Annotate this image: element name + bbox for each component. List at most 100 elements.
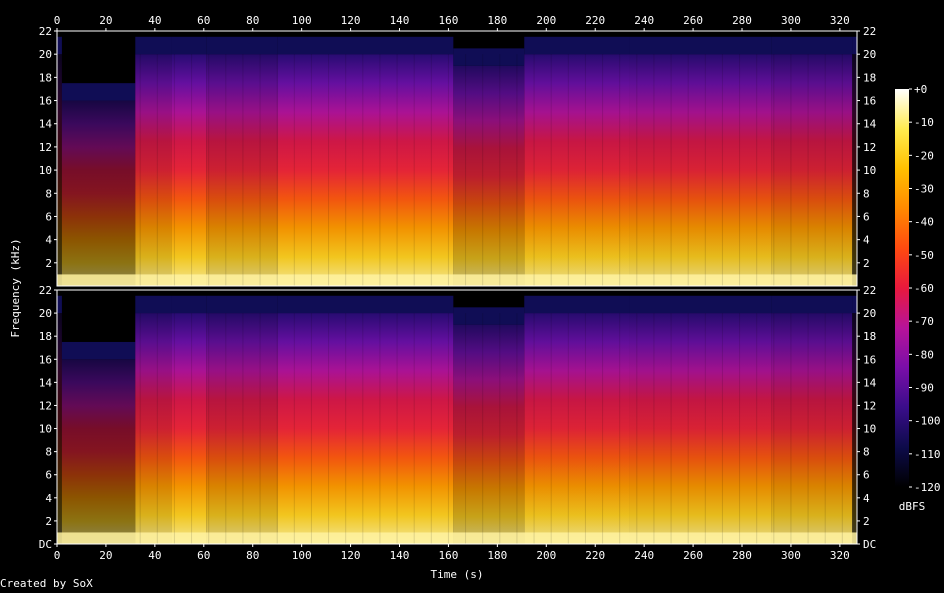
x-tick-label: 20	[99, 549, 112, 562]
y-tick-label: 10	[39, 423, 52, 436]
y-tick-label: 18	[863, 330, 876, 343]
spectrum-segment	[57, 313, 62, 544]
colorbar-tick-label: -60	[914, 282, 934, 295]
x-tick-label: 280	[732, 549, 752, 562]
y-tick-label: 12	[39, 141, 52, 154]
spectrum-segment	[629, 54, 772, 286]
y-tick-label: 2	[863, 257, 870, 270]
x-tick-label: 120	[341, 549, 361, 562]
y-tick-label: 2	[45, 257, 52, 270]
spectrum-fringe	[61, 341, 136, 360]
spectrum-fringe	[57, 36, 62, 55]
spectrum-segment	[206, 313, 278, 544]
y-tick-label: 8	[45, 446, 52, 459]
spectrum-segment	[57, 54, 62, 286]
spectrum-fringe	[135, 295, 172, 314]
x-tick-label: 300	[781, 14, 801, 27]
x-tick-label: 220	[585, 14, 605, 27]
x-tick-label: 40	[148, 14, 161, 27]
x-tick-label: 60	[197, 14, 210, 27]
spectrum-fringe	[771, 36, 853, 55]
colorbar-tick-label: -100	[914, 415, 941, 428]
y-tick-label: 16	[39, 353, 52, 366]
x-tick-label: 40	[148, 549, 161, 562]
panel-frame	[56, 30, 858, 287]
y-tick-label: 2	[45, 515, 52, 528]
spectrum-segment	[771, 313, 853, 544]
y-tick-label: 18	[863, 71, 876, 84]
y-tick-label: 8	[863, 446, 870, 459]
spectrum-fringe	[61, 83, 136, 101]
channel-1-panel	[56, 30, 858, 287]
y-tick-label: DC	[863, 538, 876, 551]
y-axis-label: Frequency (kHz)	[9, 238, 22, 337]
colorbar-tick-label: -80	[914, 348, 934, 361]
y-tick-label: 20	[863, 48, 876, 61]
spectrum-fringe	[171, 36, 207, 55]
x-tick-label: 160	[438, 14, 458, 27]
y-tick-label: 10	[863, 423, 876, 436]
panel-frame	[56, 289, 858, 545]
y-tick-label: 10	[863, 164, 876, 177]
credit-text: Created by SoX	[0, 577, 93, 590]
y-tick-label: 8	[45, 187, 52, 200]
spectrum-segment	[453, 65, 525, 286]
spectrum-fringe	[852, 295, 857, 314]
spectrum-segment	[171, 313, 207, 544]
y-tick-label: 2	[863, 515, 870, 528]
x-tick-label: 80	[246, 549, 259, 562]
y-tick-label: 18	[39, 330, 52, 343]
spectrum-segment	[206, 54, 278, 286]
x-tick-label: 200	[536, 549, 556, 562]
spectrum-segment	[277, 54, 454, 286]
y-tick-label: 22	[863, 25, 876, 38]
colorbar-gradient	[895, 89, 909, 487]
spectrum-fringe	[57, 295, 62, 314]
y-tick-label: 20	[39, 307, 52, 320]
spectrum-segment	[61, 359, 136, 544]
x-tick-label: 320	[830, 14, 850, 27]
y-tick-label: 8	[863, 187, 870, 200]
x-tick-label: 140	[390, 14, 410, 27]
x-tick-label: 280	[732, 14, 752, 27]
y-tick-label: 20	[39, 48, 52, 61]
x-tick-label: 20	[99, 14, 112, 27]
spectrum-segment	[524, 54, 630, 286]
x-tick-label: 0	[54, 549, 61, 562]
x-tick-label: 320	[830, 549, 850, 562]
y-tick-label: 16	[863, 353, 876, 366]
y-tick-label: 4	[45, 234, 52, 247]
y-tick-label: 16	[39, 95, 52, 108]
colorbar-tick-label: -10	[914, 116, 934, 129]
y-tick-label: 22	[863, 284, 876, 297]
spectrum-fringe	[135, 36, 172, 55]
x-tick-label: 60	[197, 549, 210, 562]
spectrum-fringe	[524, 36, 630, 55]
y-tick-label: 12	[863, 399, 876, 412]
spectrum-fringe	[852, 36, 857, 55]
x-tick-label: 100	[292, 14, 312, 27]
spectrum-segment	[771, 54, 853, 286]
x-tick-label: 240	[634, 14, 654, 27]
y-tick-label: 18	[39, 71, 52, 84]
spectrum-segment	[453, 324, 525, 544]
colorbar-tick-label: -70	[914, 315, 934, 328]
spectrum-fringe	[629, 295, 772, 314]
spectrum-fringe	[771, 295, 853, 314]
spectrum-segment	[135, 54, 172, 286]
colorbar-tick-label: -110	[914, 448, 941, 461]
channel-2-panel	[56, 289, 858, 545]
y-tick-label: 6	[45, 469, 52, 482]
y-tick-label: 4	[45, 492, 52, 505]
spectrum-fringe	[277, 36, 454, 55]
x-tick-label: 160	[438, 549, 458, 562]
x-tick-label: 180	[487, 549, 507, 562]
x-axis-label: Time (s)	[431, 568, 484, 581]
spectrum-segment	[61, 100, 136, 286]
y-tick-label: 14	[39, 376, 53, 389]
colorbar-tick-label: -30	[914, 183, 934, 196]
colorbar-tick-label: -40	[914, 216, 934, 229]
x-tick-label: 300	[781, 549, 801, 562]
